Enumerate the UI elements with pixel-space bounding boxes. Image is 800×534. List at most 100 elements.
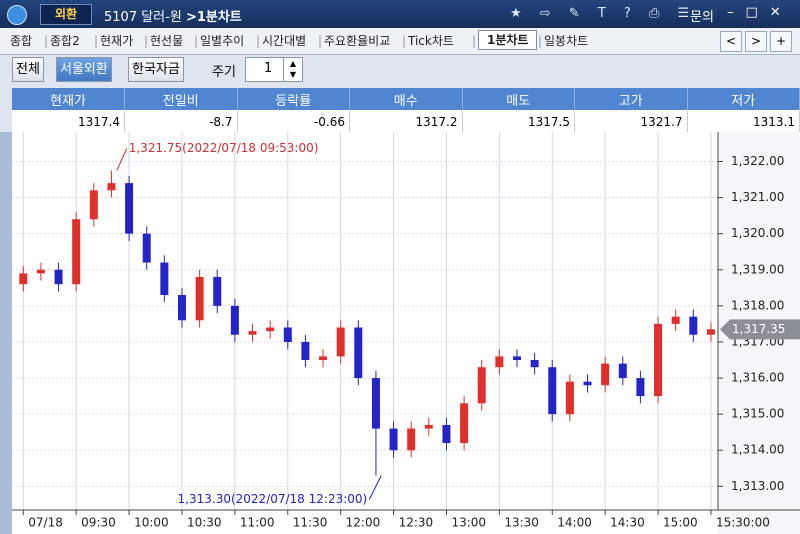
column-header: 고가	[574, 88, 688, 110]
candle-body	[689, 316, 698, 335]
tab[interactable]: 시간대별	[262, 34, 307, 48]
candle-body	[160, 262, 169, 296]
annotation-arrow	[368, 475, 382, 500]
filter-button[interactable]: 한국자금	[128, 57, 184, 82]
annotation: 1,313.30(2022/07/18 12:23:00)	[178, 492, 368, 506]
window-title: 5107 달러-원 >1분차트	[104, 6, 242, 25]
x-tick-label: 09:30	[81, 516, 116, 530]
x-tick-label: 13:00	[451, 516, 486, 530]
candle-body	[512, 356, 521, 360]
tab[interactable]: 현선물	[150, 34, 184, 48]
tab-separator: |	[256, 34, 261, 48]
window-buttons[interactable]: –□✕	[727, 5, 793, 20]
candle-body	[72, 219, 81, 285]
help[interactable]: 문의	[690, 10, 714, 25]
cell: -8.7	[124, 110, 238, 134]
candle-body	[54, 269, 63, 285]
candle-body	[230, 305, 239, 335]
screen-sub: 1분차트	[196, 10, 242, 25]
cell: 1317.2	[349, 110, 463, 134]
candle-body	[530, 360, 539, 368]
badge[interactable]: 외환	[40, 4, 92, 25]
x-tick-label: 12:30	[399, 516, 434, 530]
annotation-arrow	[116, 148, 128, 171]
candle-body	[319, 356, 328, 360]
x-tick-label: 11:00	[240, 516, 275, 530]
tab[interactable]: 현재가	[100, 34, 134, 48]
y-tick-label: 1,315.00	[731, 407, 784, 421]
x-tick-label: 14:00	[557, 516, 592, 530]
tab-separator: |	[94, 34, 99, 48]
tab[interactable]: 일별추이	[200, 34, 245, 48]
candle-body	[495, 356, 504, 368]
candle-body	[460, 403, 469, 444]
candle-body	[336, 327, 345, 357]
candle-body	[671, 316, 680, 324]
period-value: 1	[264, 61, 273, 76]
candle-body	[107, 183, 116, 191]
cell: 1317.5	[462, 110, 575, 134]
tab[interactable]: 주요환율비교	[324, 34, 391, 48]
tab-separator: |	[144, 34, 149, 48]
candle-body	[442, 424, 451, 444]
arrow: >	[185, 10, 197, 25]
candle-body	[283, 327, 292, 342]
tab[interactable]: 종합	[10, 34, 33, 48]
y-tick-label: 1,313.00	[731, 479, 784, 493]
x-tick-label: 15:00	[663, 516, 698, 530]
candle-body	[248, 331, 257, 335]
x-tick-label: 10:00	[134, 516, 169, 530]
candle-body	[583, 381, 592, 386]
spin-arrows[interactable]: ▲ ▼	[283, 58, 302, 81]
y-tick-label: 1,318.00	[731, 298, 784, 312]
filter-button[interactable]: 전체	[12, 57, 44, 82]
candle-body	[266, 327, 275, 332]
period-label: 주기	[212, 65, 236, 80]
candle-body	[636, 378, 645, 397]
candle-body	[389, 428, 398, 451]
candle-body	[213, 276, 222, 306]
quote-table: 현재가 전일비 등락률 매수 매도 고가 저가 1317.4 -8.7 -0.66 1317.2 13…	[12, 88, 800, 134]
tab[interactable]: 종합2	[50, 34, 80, 48]
y-tick-label: 1,319.00	[731, 262, 784, 276]
current-price-label: 1,317.35	[732, 322, 785, 336]
candle-body	[36, 269, 45, 274]
value-row: 1317.4 -8.7 -0.66 1317.2 1317.5 1321.7 1313.1	[12, 110, 800, 134]
candle-body	[565, 381, 574, 415]
tab-separator: |	[194, 34, 199, 48]
x-tick-label: 12:00	[346, 516, 381, 530]
tab-nav[interactable]: +	[770, 31, 792, 52]
chart: 1,313.001,314.001,315.001,316.001,317.00…	[0, 132, 800, 534]
y-tick-label: 1,320.00	[731, 226, 784, 240]
candle-body	[654, 323, 663, 397]
tab-separator: |	[44, 34, 49, 48]
candle-body	[142, 233, 151, 263]
candle-body	[477, 367, 486, 404]
cell: -0.66	[237, 110, 350, 134]
y-tick-label: 1,314.00	[731, 443, 784, 457]
column-header: 등락률	[237, 88, 350, 110]
tab-separator: |	[402, 34, 407, 48]
screen-name: 5107 달러-원	[104, 10, 182, 25]
tab[interactable]: 일봉차트	[544, 34, 589, 48]
filter-button[interactable]: 서울외환	[56, 57, 112, 82]
tab[interactable]: 1분차트	[478, 30, 538, 50]
header-row: 현재가 전일비 등락률 매수 매도 고가 저가	[12, 88, 800, 110]
y-tick-label: 1,322.00	[731, 154, 784, 168]
tab-bar: 종합 | 종합2 | 현재가 | 현선물 | 일별추이 | 시간대별 | 주요환율비교 | Tick차트 | 1…	[0, 28, 800, 55]
tab-nav[interactable]: <	[720, 31, 742, 52]
candle-body	[89, 190, 98, 220]
x-tick-label: 14:30	[610, 516, 645, 530]
tab-separator: |	[318, 34, 323, 48]
candle-body	[177, 295, 186, 321]
x-tick-label: 10:30	[187, 516, 222, 530]
tab[interactable]: Tick차트	[408, 34, 454, 48]
x-tick-label: 07/18	[28, 516, 63, 530]
cell: 1321.7	[574, 110, 688, 134]
column-header: 저가	[687, 88, 800, 110]
y-tick-label: 1,316.00	[731, 371, 784, 385]
tab-nav[interactable]: >	[745, 31, 767, 52]
x-tick-label: 15:30:00	[716, 516, 770, 530]
period-spinner[interactable]: 1 ▲ ▼	[245, 57, 303, 82]
toolbar-icons[interactable]: ★ ⇨ ✎ T ? ⎙ ☰	[510, 6, 697, 21]
